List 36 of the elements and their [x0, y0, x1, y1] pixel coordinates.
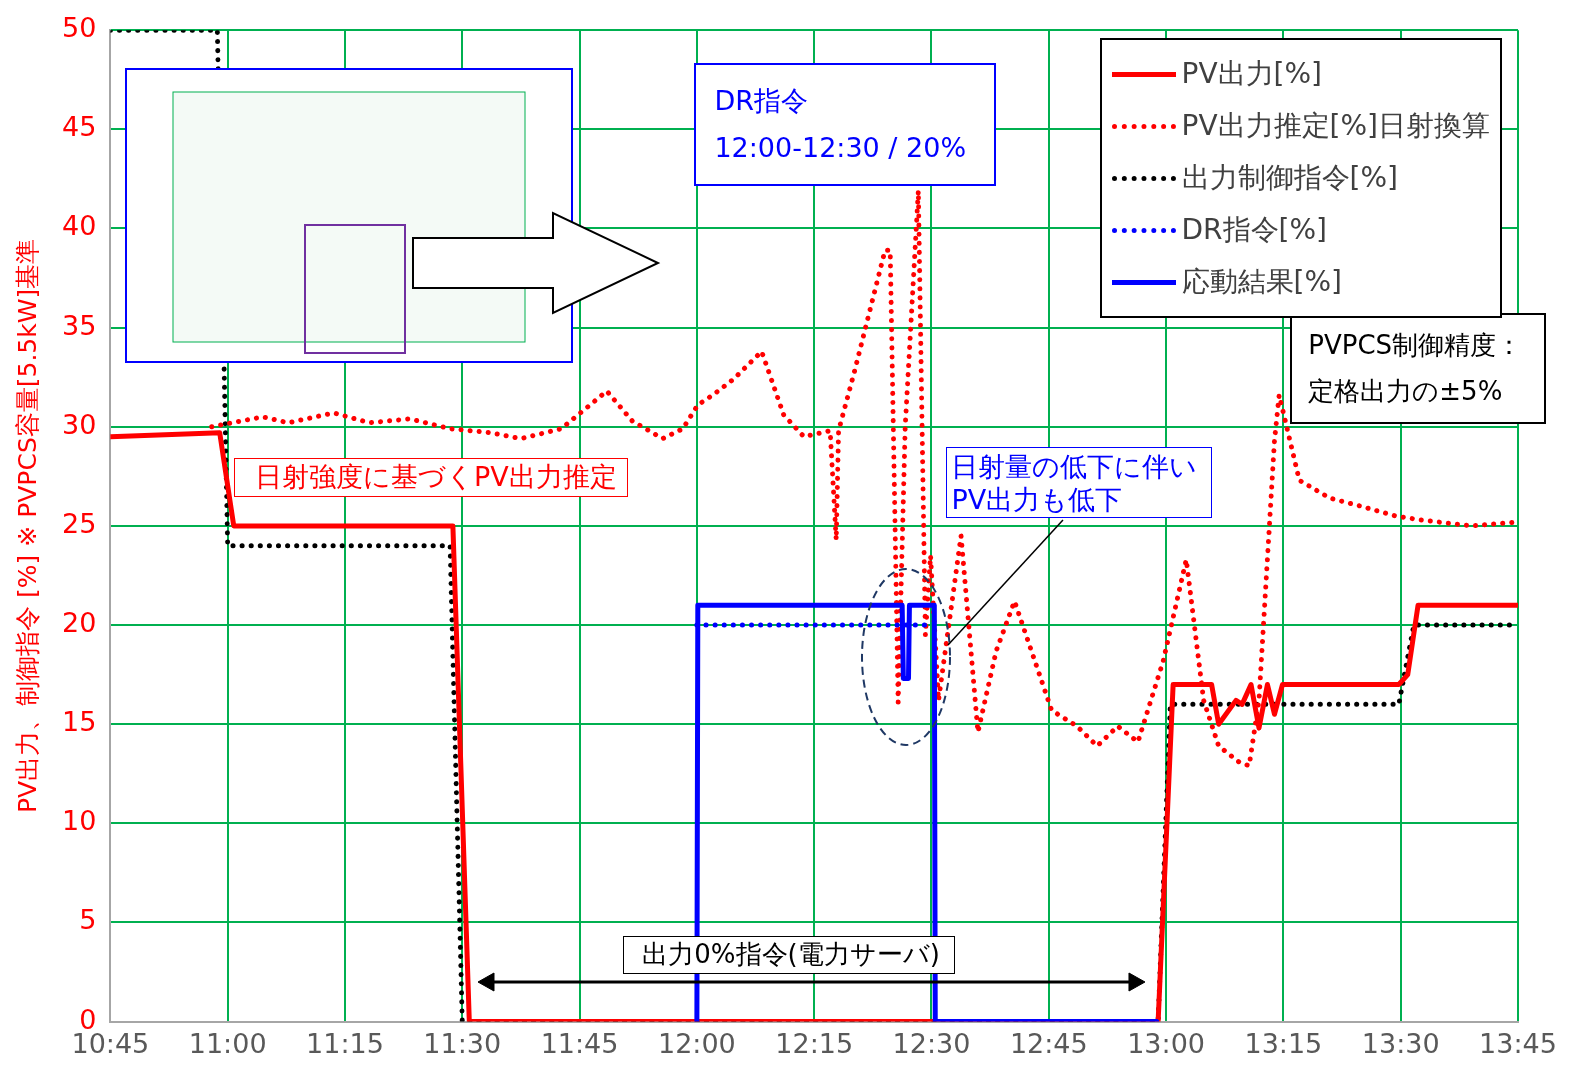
- y-tick-label: 40: [62, 210, 97, 242]
- x-tick-label: 12:15: [775, 1027, 854, 1059]
- annotation: 日射量の低下に伴い: [951, 449, 1198, 484]
- x-tick-label: 11:15: [306, 1027, 384, 1059]
- y-tick-label: 30: [62, 408, 97, 440]
- y-tick-label: 10: [62, 805, 97, 837]
- annotation: 12:00-12:30 / 20%: [714, 131, 967, 166]
- y-tick-label: 35: [62, 309, 97, 341]
- x-tick-label: 13:45: [1479, 1027, 1557, 1059]
- legend-label: 出力制御指令[%]: [1181, 160, 1398, 197]
- y-tick-label: 50: [62, 12, 97, 44]
- annotation: DR指令: [714, 84, 809, 119]
- y-tick-label: 20: [62, 607, 97, 639]
- y-axis-title: PV出力、制御指令 [%] ※ PVPCS容量[5.5kW]基準: [12, 238, 42, 814]
- y-tick-label: 45: [62, 111, 97, 143]
- x-tick-label: 11:00: [188, 1027, 267, 1059]
- x-tick-label: 12:30: [892, 1027, 971, 1059]
- legend-label: DR指令[%]: [1181, 212, 1327, 249]
- y-tick-label: 5: [79, 904, 97, 936]
- x-tick-label: 12:00: [657, 1027, 736, 1059]
- x-tick-label: 11:45: [540, 1027, 619, 1059]
- legend-label: PV出力推定[%]日射換算: [1181, 108, 1490, 145]
- annotation: 定格出力の±5%: [1308, 374, 1504, 408]
- annotation: PVPCS制御精度：: [1308, 329, 1523, 363]
- annotation: PV出力も低下: [951, 483, 1124, 518]
- x-tick-label: 13:30: [1361, 1027, 1440, 1059]
- x-tick-label: 11:30: [423, 1027, 502, 1059]
- legend-label: 応動結果[%]: [1181, 264, 1342, 301]
- x-tick-label: 13:15: [1244, 1027, 1323, 1059]
- annotation: 日射強度に基づくPV出力推定: [254, 461, 617, 494]
- y-tick-label: 25: [62, 507, 97, 539]
- x-tick-label: 12:45: [1009, 1027, 1088, 1059]
- y-tick-label: 15: [62, 706, 97, 738]
- annotation: 出力0%指令(電力サーバ): [642, 939, 940, 971]
- x-tick-label: 13:00: [1127, 1027, 1205, 1059]
- legend-label: PV出力[%]: [1181, 56, 1322, 93]
